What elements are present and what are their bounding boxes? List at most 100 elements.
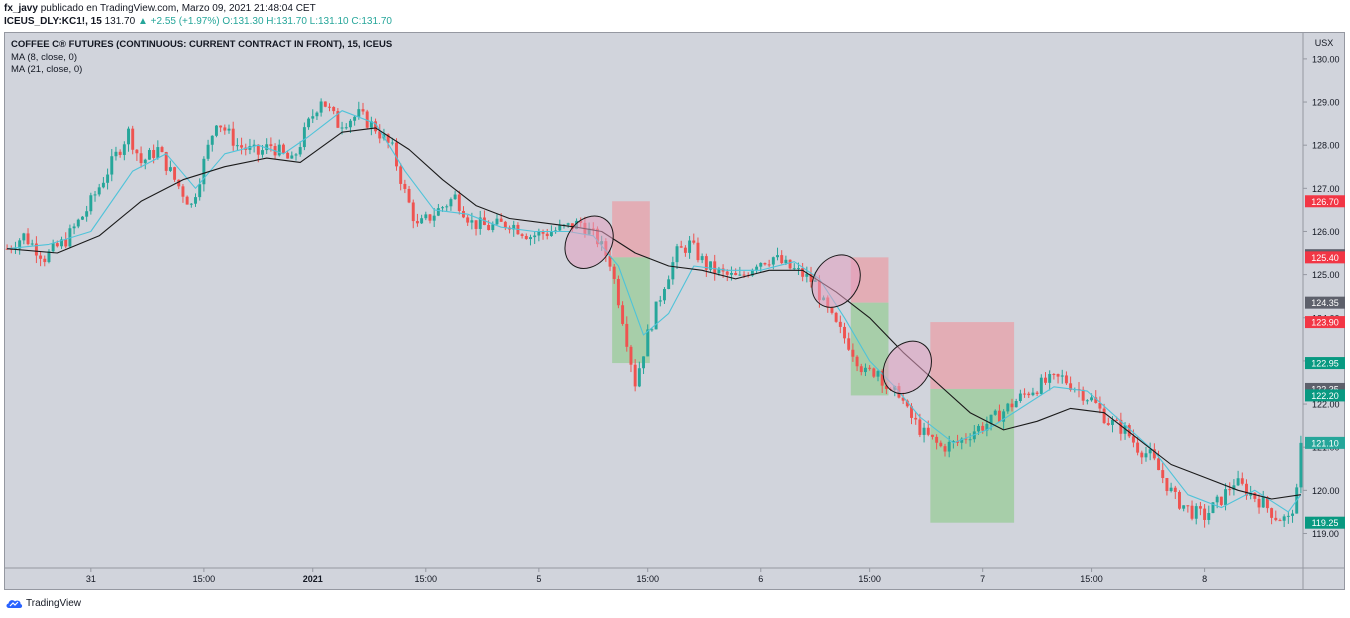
candle-body bbox=[60, 239, 63, 247]
candle-body bbox=[378, 131, 382, 139]
price-badge-label: 122.95 bbox=[1311, 359, 1339, 369]
candle-body bbox=[1152, 449, 1156, 459]
x-tick-label: 5 bbox=[536, 574, 541, 584]
candle-body bbox=[625, 323, 629, 347]
candle-body bbox=[499, 218, 503, 222]
candle-body bbox=[323, 101, 327, 107]
candle-body bbox=[1257, 498, 1261, 508]
y-tick-label: 120.00 bbox=[1312, 486, 1340, 496]
candle-body bbox=[788, 259, 792, 269]
candle-body bbox=[1144, 453, 1148, 458]
candle-body bbox=[834, 312, 838, 322]
candle-body bbox=[34, 243, 38, 256]
candle-body bbox=[947, 441, 951, 452]
price-badge-122.20 bbox=[1305, 389, 1345, 402]
candle-body bbox=[1253, 492, 1257, 499]
price-change: ▲ +2.55 (+1.97%) bbox=[137, 16, 220, 27]
candle-body bbox=[457, 194, 461, 211]
x-tick-label: 15:00 bbox=[636, 574, 659, 584]
stop-loss-zone-3 bbox=[930, 322, 1015, 389]
candle-body bbox=[290, 155, 294, 159]
y-tick-label: 122.00 bbox=[1312, 400, 1340, 410]
candle-body bbox=[436, 208, 440, 216]
candle-body bbox=[97, 187, 101, 195]
candle-body bbox=[930, 434, 934, 437]
candle-body bbox=[1056, 374, 1060, 377]
candle-body bbox=[503, 221, 507, 228]
candle-body bbox=[876, 371, 880, 377]
legend-title: COFFEE C® FUTURES (CONTINUOUS: CURRENT C… bbox=[11, 39, 393, 50]
candle-body bbox=[227, 128, 231, 131]
candle-body bbox=[771, 257, 775, 265]
candle-body bbox=[675, 246, 679, 263]
candle-body bbox=[939, 442, 943, 447]
price-badge-119.25 bbox=[1305, 516, 1345, 529]
candle-body bbox=[127, 128, 130, 145]
candle-body bbox=[704, 256, 708, 270]
candle-body bbox=[332, 107, 336, 112]
candle-body bbox=[977, 425, 980, 432]
tradingview-brand[interactable]: TradingView bbox=[5, 597, 81, 609]
candle-body bbox=[738, 274, 742, 276]
candle-body bbox=[1044, 377, 1047, 383]
candle-body bbox=[198, 184, 202, 198]
symbol-info: ICEUS_DLY:KC1!, 15 131.70 ▲ +2.55 (+1.97… bbox=[4, 16, 392, 28]
y-tick-label: 130.00 bbox=[1312, 54, 1340, 64]
price-badge-label: 122.20 bbox=[1311, 391, 1339, 401]
candle-body bbox=[344, 127, 348, 129]
candle-body bbox=[1178, 491, 1181, 509]
candle-body bbox=[89, 195, 93, 212]
candle-body bbox=[143, 159, 147, 164]
candle-body bbox=[1173, 487, 1177, 492]
x-tick-label: 15:00 bbox=[1080, 574, 1103, 584]
candle-body bbox=[395, 142, 398, 167]
candle-body bbox=[223, 127, 227, 131]
candle-body bbox=[298, 147, 302, 155]
candle-body bbox=[1224, 489, 1228, 505]
candle-body bbox=[374, 121, 378, 132]
candle-body bbox=[1136, 442, 1140, 453]
candle-body bbox=[692, 240, 696, 243]
candle-body bbox=[1010, 403, 1014, 408]
candle-body bbox=[453, 194, 457, 200]
candle-body bbox=[520, 234, 524, 236]
candle-body bbox=[248, 146, 252, 150]
candle-body bbox=[696, 242, 700, 261]
price-badge-label: 119.25 bbox=[1312, 518, 1339, 528]
candle-body bbox=[1165, 478, 1169, 492]
price-badge-label: 121.10 bbox=[1311, 438, 1339, 448]
candle-body bbox=[1115, 419, 1119, 421]
candle-body bbox=[742, 274, 746, 276]
price-badge-125.40 bbox=[1305, 251, 1345, 264]
candle-body bbox=[110, 156, 114, 175]
candle-body bbox=[1186, 505, 1190, 507]
candle-body bbox=[1203, 508, 1207, 520]
candle-body bbox=[114, 151, 118, 157]
candle-body bbox=[524, 235, 528, 240]
candle-body bbox=[1245, 483, 1248, 496]
candle-body bbox=[1048, 374, 1052, 383]
candle-body bbox=[805, 273, 809, 277]
candle-body bbox=[1148, 449, 1152, 454]
candle-body bbox=[415, 221, 419, 224]
candle-body bbox=[767, 264, 771, 266]
candle-body bbox=[1232, 485, 1236, 490]
y-tick-label: 119.00 bbox=[1312, 529, 1339, 539]
candle-body bbox=[1282, 516, 1286, 521]
ma8-line bbox=[7, 110, 1302, 513]
candle-body bbox=[1090, 397, 1094, 401]
candle-body bbox=[943, 446, 947, 452]
candle-body bbox=[122, 144, 126, 155]
candle-body bbox=[135, 149, 139, 154]
candle-body bbox=[269, 144, 273, 147]
candle-body bbox=[688, 240, 692, 253]
candle-body bbox=[80, 216, 84, 220]
candle-body bbox=[843, 326, 846, 339]
candle-body bbox=[315, 112, 319, 117]
candle-body bbox=[361, 109, 365, 112]
candle-body bbox=[428, 214, 432, 221]
candle-body bbox=[1081, 389, 1085, 401]
candle-body bbox=[152, 149, 156, 158]
candle-body bbox=[608, 255, 612, 267]
